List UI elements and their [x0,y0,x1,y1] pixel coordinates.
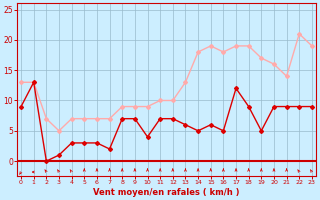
X-axis label: Vent moyen/en rafales ( km/h ): Vent moyen/en rafales ( km/h ) [93,188,240,197]
